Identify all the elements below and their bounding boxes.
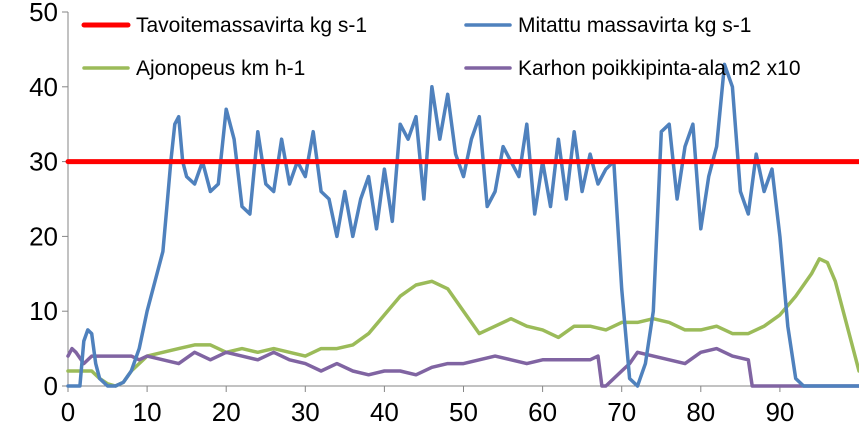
chart-axes: 0 10 20 30 40 50 0 10 20 30 40 50 60 70 80 90 — [29, 0, 859, 427]
x-tick-label: 50 — [449, 397, 478, 427]
x-tick-label: 80 — [686, 397, 715, 427]
x-tick-label: 20 — [212, 397, 241, 427]
series-layer — [65, 62, 859, 388]
x-tick-label: 10 — [133, 397, 162, 427]
x-tick-label: 60 — [528, 397, 557, 427]
legend-label-0: Tavoitemassavirta kg s-1 — [136, 14, 367, 37]
chart-legend: Tavoitemassavirta kg s-1 Mitattu massavir… — [81, 14, 801, 80]
x-tick-label: 70 — [607, 397, 636, 427]
x-tick-label: 0 — [61, 397, 75, 427]
x-tick-label: 40 — [370, 397, 399, 427]
legend-label-3: Karhon poikkipinta-ala m2 x10 — [518, 57, 801, 80]
y-tick-label: 0 — [44, 371, 58, 401]
series-line-1 — [66, 62, 859, 388]
y-tick-label: 40 — [29, 72, 58, 102]
series-line-2 — [66, 257, 859, 388]
series-line-3 — [66, 346, 859, 388]
legend-label-2: Ajonopeus km h-1 — [136, 57, 305, 80]
legend-label-1: Mitattu massavirta kg s-1 — [518, 14, 751, 37]
y-tick-label: 10 — [29, 296, 58, 326]
x-tick-label: 30 — [291, 397, 320, 427]
y-tick-label: 30 — [29, 147, 58, 177]
x-tick-label: 90 — [765, 397, 794, 427]
y-tick-label: 50 — [29, 0, 58, 27]
y-tick-label: 20 — [29, 221, 58, 251]
